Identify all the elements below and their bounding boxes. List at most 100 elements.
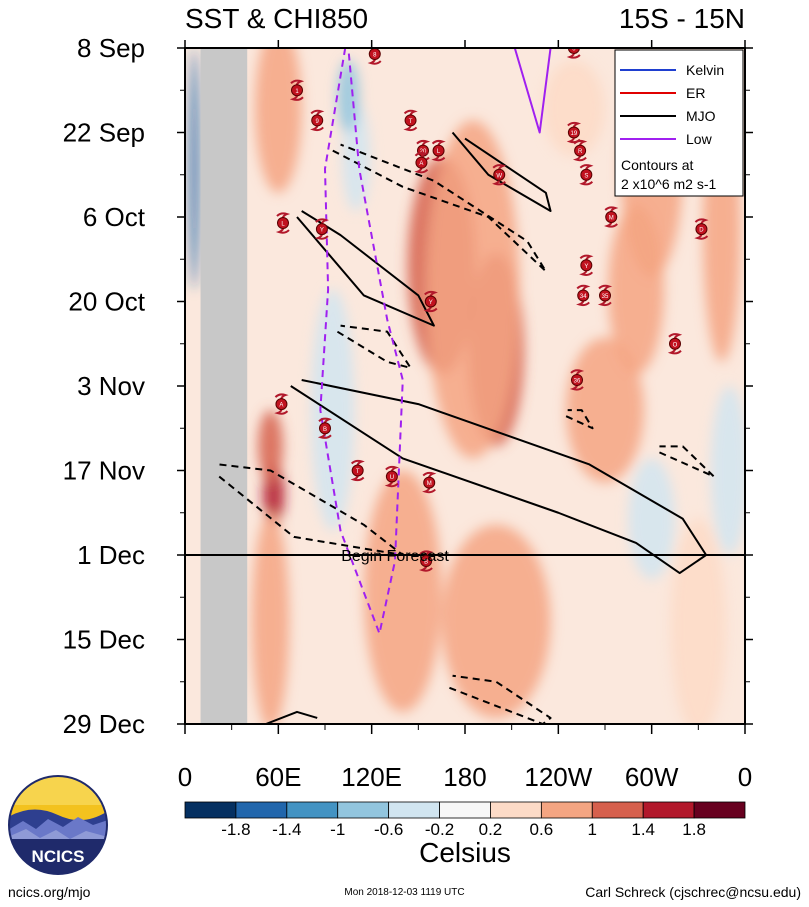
sst-anomaly-patch [251,512,290,724]
storm-marker-label: A [279,403,283,409]
colorbar-label: Celsius [419,837,511,868]
forecast-label: Begin Forecast [341,548,449,565]
colorbar-tick-label: 0.2 [479,820,503,839]
storm-marker-label: R [578,149,583,155]
mjo-contour [451,131,552,212]
storm-marker: A [274,393,289,415]
storm-marker-label: 35 [602,294,609,300]
contour-layer [218,48,715,724]
mjo-contour [265,710,318,724]
colorbar-bin [337,801,390,819]
sst-anomaly-patch [258,410,283,483]
storm-marker: O [667,333,683,355]
storm-marker-label: 8 [373,53,377,59]
storm-marker: 8 [367,48,382,65]
colorbar-tick-label: 0.6 [530,820,554,839]
x-tick-label: 60E [255,762,301,792]
storm-marker: W [492,164,507,186]
storm-marker-label: 19 [571,131,578,137]
sst-anomaly-patch [628,458,676,580]
mjo-contour [218,463,404,556]
x-tick-label: 0 [178,762,192,792]
storm-marker: 35 [597,284,613,307]
colorbar-tick-label: -0.6 [374,820,403,839]
colorbar-bin [540,801,593,819]
mjo-contour [449,674,552,724]
sst-anomaly-patch [566,337,644,483]
sst-anomaly-patch [670,518,727,724]
x-tick-label: 60W [625,762,679,792]
storm-marker-label: 36 [574,378,581,384]
storm-marker: B [317,417,333,439]
mjo-contour [336,324,412,369]
sst-anomaly-patch [189,48,199,290]
chart-region-label: 15S - 15N [619,3,745,34]
storm-marker-label: 20 [420,149,427,155]
storm-marker-label: L [437,149,441,155]
y-axis: 8 Sep 22 Sep 6 Oct 20 Oct 3 Nov 17 Nov 1 Dec 15… [63,33,753,739]
colorbar-bin [693,801,746,819]
storm-marker-label: U [390,475,394,481]
y-tick-label: 8 Sep [77,33,145,63]
storm-marker-label: 34 [580,294,587,300]
colorbar-tick-label: 1.4 [631,820,655,839]
x-tick-label: 120E [341,762,402,792]
storm-marker: 34 [576,284,591,307]
chart-title: SST & CHI850 [185,3,368,34]
y-tick-label: 29 Dec [63,709,145,739]
land-mask [200,48,248,724]
storm-marker: D [694,218,709,240]
storm-marker-label: S [584,173,588,179]
storm-marker: L [431,139,446,162]
y-tick-label: 6 Oct [83,202,146,232]
storm-marker: M [604,206,619,228]
storm-marker: 19 [566,121,582,144]
storm-marker-label: M [609,216,614,222]
x-tick-label: 180 [443,762,486,792]
legend-label: ER [686,85,705,101]
colorbar-bin [439,801,491,819]
storm-marker-label: Y [584,264,588,270]
mjo-contour [290,378,708,575]
storm-marker-label: W [496,173,502,179]
colorbar-bin [490,801,542,819]
y-tick-label: 15 Dec [63,625,145,655]
storm-marker-label: Y [429,300,433,306]
mjo-contour [659,445,715,478]
storm-marker: Y [314,218,330,240]
storm-marker: R [572,139,588,162]
sst-anomaly-patch [311,289,355,531]
colorbar-bin [591,801,644,819]
low-contour [319,48,404,635]
sst-anomaly-patch [363,470,442,712]
storm-marker-label: 9 [316,119,320,125]
sst-anomaly-field [189,48,745,724]
colorbar-bin [184,801,237,819]
colorbar-tick-label: 1.8 [682,820,706,839]
storm-marker: B [418,550,434,572]
storm-marker: 36 [569,369,585,391]
colorbar-bin [286,801,339,819]
logo-text: NCICS [32,847,85,866]
y-tick-label: 3 Nov [77,371,145,401]
colorbar-tick-label: 1 [588,820,597,839]
footer-author: Carl Schreck (cjschrec@ncsu.edu) [585,884,801,900]
storm-marker-label: Y [320,228,324,234]
mjo-contour [332,143,547,273]
storm-marker: 0 [566,48,581,59]
x-tick-label: 0 [738,762,752,792]
y-tick-label: 22 Sep [63,118,145,148]
colorbar: -1.8 -1.4 -1 -0.6 -0.2 0.2 0.6 1 1.4 1.8 [184,801,746,839]
low-contour [513,48,552,134]
storm-marker: Y [423,290,438,313]
sst-anomaly-patch [255,48,302,193]
legend-note-line2: 2 x10^6 m2 s-1 [621,176,716,192]
footer-url[interactable]: ncics.org/mjo [8,884,91,900]
colorbar-bin [388,801,440,819]
sst-anomaly-patch [542,60,606,157]
sst-anomaly-patch [426,120,520,459]
mjo-contour [565,409,594,430]
legend-label: MJO [686,108,716,124]
storm-marker-label: A [419,161,423,167]
